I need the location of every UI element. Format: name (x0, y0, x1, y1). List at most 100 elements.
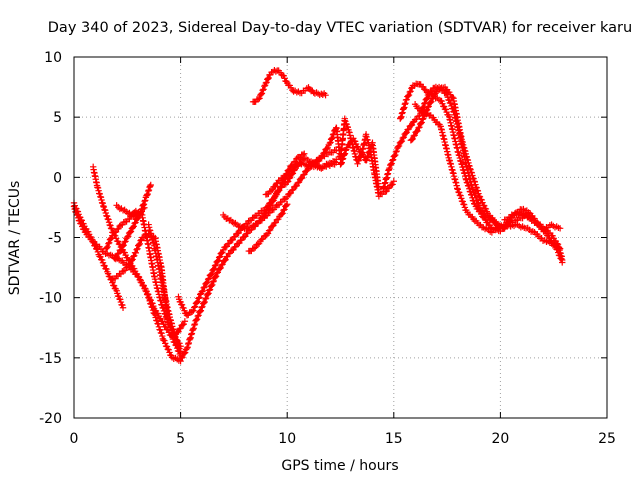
data-point (386, 164, 393, 172)
data-point (114, 250, 121, 258)
data-point (354, 160, 361, 167)
data-point (147, 181, 154, 189)
data-point (275, 215, 282, 223)
data-point (364, 153, 371, 160)
data-point (278, 210, 285, 218)
data-point (219, 261, 226, 268)
data-point (319, 153, 326, 160)
data-point (295, 179, 303, 186)
data-point (495, 223, 502, 230)
data-point (138, 205, 146, 213)
data-point (259, 87, 266, 94)
data-point (201, 298, 208, 306)
data-point (222, 256, 229, 263)
series-track-n (249, 67, 329, 106)
data-point (145, 186, 153, 194)
data-point (393, 147, 400, 155)
data-point (132, 249, 140, 257)
data-point (299, 151, 307, 158)
data-point (265, 74, 272, 82)
data-point (556, 225, 564, 232)
data-point (400, 134, 407, 141)
data-point (200, 299, 208, 307)
data-point (195, 295, 202, 302)
data-points (70, 67, 566, 365)
data-point (420, 115, 427, 122)
data-point (389, 156, 397, 163)
data-point (204, 279, 211, 286)
data-point (375, 186, 383, 194)
data-point (229, 218, 236, 226)
series-track-q (379, 107, 564, 236)
data-point (417, 120, 425, 127)
data-point (263, 231, 270, 239)
data-point (395, 142, 403, 150)
data-point (270, 195, 278, 202)
series-track-g (111, 181, 154, 262)
data-point (117, 246, 125, 254)
data-point (559, 256, 566, 264)
data-point (215, 257, 222, 264)
data-point (422, 110, 429, 117)
data-point (152, 314, 159, 321)
data-point (191, 320, 199, 328)
data-point (115, 249, 122, 257)
data-point (355, 156, 363, 164)
data-point (298, 174, 306, 182)
data-point (195, 312, 202, 319)
data-point (103, 213, 111, 220)
data-point (392, 151, 399, 159)
x-tick-label: 15 (385, 431, 403, 447)
data-point (413, 128, 420, 135)
data-point (397, 138, 405, 146)
data-point (202, 294, 210, 302)
data-point (281, 206, 288, 213)
data-point (107, 222, 114, 229)
data-point (214, 269, 222, 276)
data-point (206, 286, 214, 293)
data-point (212, 273, 220, 280)
data-point (269, 223, 276, 230)
data-point (121, 239, 128, 246)
data-point (193, 299, 201, 306)
data-point (405, 91, 413, 99)
data-point (137, 209, 144, 216)
data-point (286, 174, 294, 181)
data-point (136, 240, 144, 248)
data-point (418, 108, 425, 115)
data-point (128, 257, 136, 264)
data-point (127, 260, 134, 268)
data-point (273, 191, 280, 198)
data-point (391, 152, 398, 159)
y-tick-label: 5 (53, 110, 62, 126)
data-point (280, 207, 287, 214)
data-point (259, 235, 267, 243)
data-point (321, 149, 328, 156)
data-point (283, 170, 291, 177)
chart-title: Day 340 of 2023, Sidereal Day-to-day VTE… (48, 20, 632, 36)
data-point (174, 329, 181, 336)
data-point (181, 318, 189, 325)
data-point (277, 183, 285, 190)
data-point (410, 132, 417, 140)
data-point (217, 264, 224, 272)
data-point (189, 326, 197, 333)
data-point (105, 219, 113, 226)
data-point (207, 271, 215, 278)
y-tick-label: 10 (44, 50, 62, 66)
data-point (416, 124, 423, 131)
data-point (122, 238, 129, 245)
data-point (125, 233, 132, 240)
data-point (364, 152, 372, 160)
data-point (201, 283, 208, 291)
data-point (136, 210, 144, 217)
data-point (387, 161, 395, 168)
data-point (272, 68, 280, 75)
data-point (121, 267, 129, 274)
data-point (255, 240, 263, 247)
data-point (208, 282, 215, 289)
data-point (212, 273, 219, 281)
data-point (199, 287, 207, 295)
data-point (133, 246, 140, 253)
data-point (322, 92, 329, 99)
